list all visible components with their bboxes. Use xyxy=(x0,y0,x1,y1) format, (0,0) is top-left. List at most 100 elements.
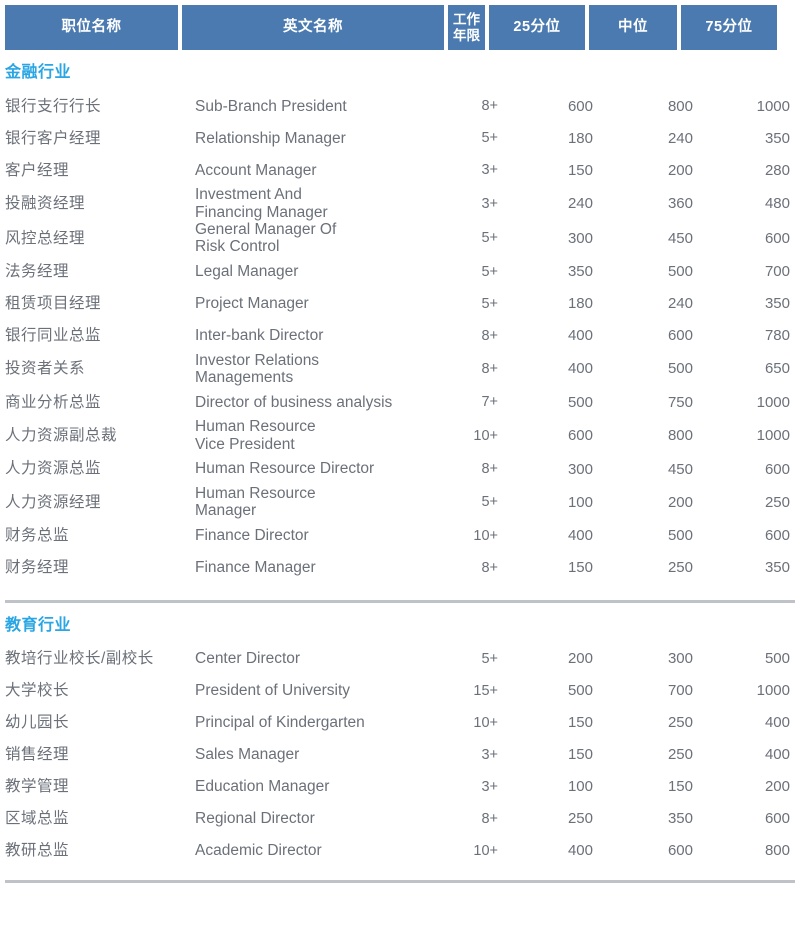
cell-p25: 200 xyxy=(567,650,593,668)
column-header-years-line1: 工作 xyxy=(453,11,480,27)
cell-median: 800 xyxy=(667,97,693,115)
cell-job-title-cn: 人力资源经理 xyxy=(5,493,102,511)
cell-job-title-en: Inter-bank Director xyxy=(195,326,324,344)
cell-years: 3+ xyxy=(481,746,498,763)
table-row: 财务经理 Finance Manager 8+ 150 250 350 xyxy=(0,552,800,584)
cell-job-title-cn: 财务总监 xyxy=(5,527,70,545)
column-header-years: 工作 年限 xyxy=(448,5,485,50)
cell-job-title-en: Human Resource Vice President xyxy=(195,418,316,453)
table-row: 风控总经理 General Manager Of Risk Control 5+ 30… xyxy=(0,221,800,256)
cell-years: 3+ xyxy=(481,778,498,795)
table-row: 区域总监 Regional Director 8+ 250 350 600 xyxy=(0,803,800,835)
cell-p75: 700 xyxy=(764,263,790,281)
cell-median: 240 xyxy=(667,295,693,313)
cell-job-title-en: Investment And Financing Manager xyxy=(195,186,328,221)
cell-median: 700 xyxy=(667,682,693,700)
cell-p75: 650 xyxy=(764,360,790,378)
cell-p25: 150 xyxy=(567,714,593,732)
cell-p25: 400 xyxy=(567,327,593,345)
bottom-divider xyxy=(5,879,795,883)
cell-job-title-cn: 人力资源副总裁 xyxy=(5,427,118,445)
table-row: 人力资源总监 Human Resource Director 8+ 300 450 600 xyxy=(0,453,800,485)
cell-median: 500 xyxy=(667,360,693,378)
cell-p25: 100 xyxy=(567,493,593,511)
table-header-row: 职位名称 英文名称 工作 年限 25分位 中位 75分位 xyxy=(5,5,795,50)
cell-job-title-cn: 投融资经理 xyxy=(5,194,86,212)
cell-p25: 600 xyxy=(567,427,593,445)
cell-p25: 600 xyxy=(567,97,593,115)
cell-job-title-en: Account Manager xyxy=(195,161,317,179)
cell-median: 600 xyxy=(667,327,693,345)
cell-job-title-en: Academic Director xyxy=(195,842,322,860)
cell-p25: 500 xyxy=(567,682,593,700)
cell-job-title-en: Sales Manager xyxy=(195,746,300,764)
table-row: 财务总监 Finance Director 10+ 400 500 600 xyxy=(0,520,800,552)
cell-years: 3+ xyxy=(481,162,498,179)
cell-job-title-en: Project Manager xyxy=(195,294,309,312)
column-header-years-line2: 年限 xyxy=(453,27,480,43)
column-header-p75: 75分位 xyxy=(681,5,777,50)
section-divider xyxy=(5,599,795,603)
cell-years: 15+ xyxy=(473,682,498,699)
cell-years: 7+ xyxy=(481,394,498,411)
cell-p75: 200 xyxy=(764,778,790,796)
cell-p75: 280 xyxy=(764,161,790,179)
cell-p75: 600 xyxy=(764,460,790,478)
cell-job-title-cn: 人力资源总监 xyxy=(5,460,102,478)
cell-p75: 1000 xyxy=(756,427,790,445)
cell-p75: 600 xyxy=(764,527,790,545)
cell-p25: 400 xyxy=(567,842,593,860)
cell-years: 5+ xyxy=(481,295,498,312)
cell-years: 10+ xyxy=(473,842,498,859)
table-row: 教培行业校长/副校长 Center Director 5+ 200 300 500 xyxy=(0,643,800,675)
cell-years: 10+ xyxy=(473,527,498,544)
cell-median: 800 xyxy=(667,427,693,445)
cell-years: 8+ xyxy=(481,461,498,478)
cell-job-title-en: Legal Manager xyxy=(195,262,299,280)
cell-p75: 500 xyxy=(764,650,790,668)
cell-years: 8+ xyxy=(481,559,498,576)
cell-median: 250 xyxy=(667,714,693,732)
cell-job-title-en: Human Resource Manager xyxy=(195,485,316,520)
cell-p25: 150 xyxy=(567,559,593,577)
table-row: 人力资源经理 Human Resource Manager 5+ 100 200 250 xyxy=(0,485,800,520)
cell-job-title-en: Education Manager xyxy=(195,778,330,796)
table-row: 法务经理 Legal Manager 5+ 350 500 700 xyxy=(0,256,800,288)
table-row: 银行客户经理 Relationship Manager 5+ 180 240 350 xyxy=(0,122,800,154)
cell-job-title-en: Regional Director xyxy=(195,810,315,828)
table-row: 幼儿园长 Principal of Kindergarten 10+ 150 250 40… xyxy=(0,707,800,739)
cell-p25: 240 xyxy=(567,195,593,213)
cell-p75: 1000 xyxy=(756,97,790,115)
column-header-p25: 25分位 xyxy=(489,5,585,50)
cell-job-title-en: Finance Manager xyxy=(195,559,316,577)
table-body: 金融行业 银行支行行长 Sub-Branch President 8+ 600 800 10… xyxy=(0,50,800,883)
cell-median: 750 xyxy=(667,393,693,411)
cell-p25: 300 xyxy=(567,460,593,478)
cell-years: 3+ xyxy=(481,195,498,212)
cell-p25: 300 xyxy=(567,229,593,247)
cell-p75: 780 xyxy=(764,327,790,345)
cell-p75: 350 xyxy=(764,129,790,147)
cell-job-title-cn: 银行支行行长 xyxy=(5,97,102,115)
cell-median: 500 xyxy=(667,527,693,545)
cell-job-title-cn: 财务经理 xyxy=(5,559,70,577)
cell-p75: 1000 xyxy=(756,682,790,700)
cell-p25: 100 xyxy=(567,778,593,796)
cell-job-title-en: Director of business analysis xyxy=(195,393,393,411)
table-row: 教学管理 Education Manager 3+ 100 150 200 xyxy=(0,771,800,803)
column-header-median: 中位 xyxy=(589,5,677,50)
cell-job-title-cn: 风控总经理 xyxy=(5,229,86,247)
cell-median: 240 xyxy=(667,129,693,147)
cell-median: 450 xyxy=(667,229,693,247)
cell-median: 250 xyxy=(667,559,693,577)
cell-years: 8+ xyxy=(481,327,498,344)
cell-job-title-en: President of University xyxy=(195,682,351,700)
cell-job-title-cn: 银行同业总监 xyxy=(5,326,102,344)
cell-p75: 400 xyxy=(764,746,790,764)
cell-median: 500 xyxy=(667,263,693,281)
cell-median: 350 xyxy=(667,810,693,828)
table-row: 教研总监 Academic Director 10+ 400 600 800 xyxy=(0,835,800,867)
cell-median: 250 xyxy=(667,746,693,764)
cell-years: 5+ xyxy=(481,230,498,247)
